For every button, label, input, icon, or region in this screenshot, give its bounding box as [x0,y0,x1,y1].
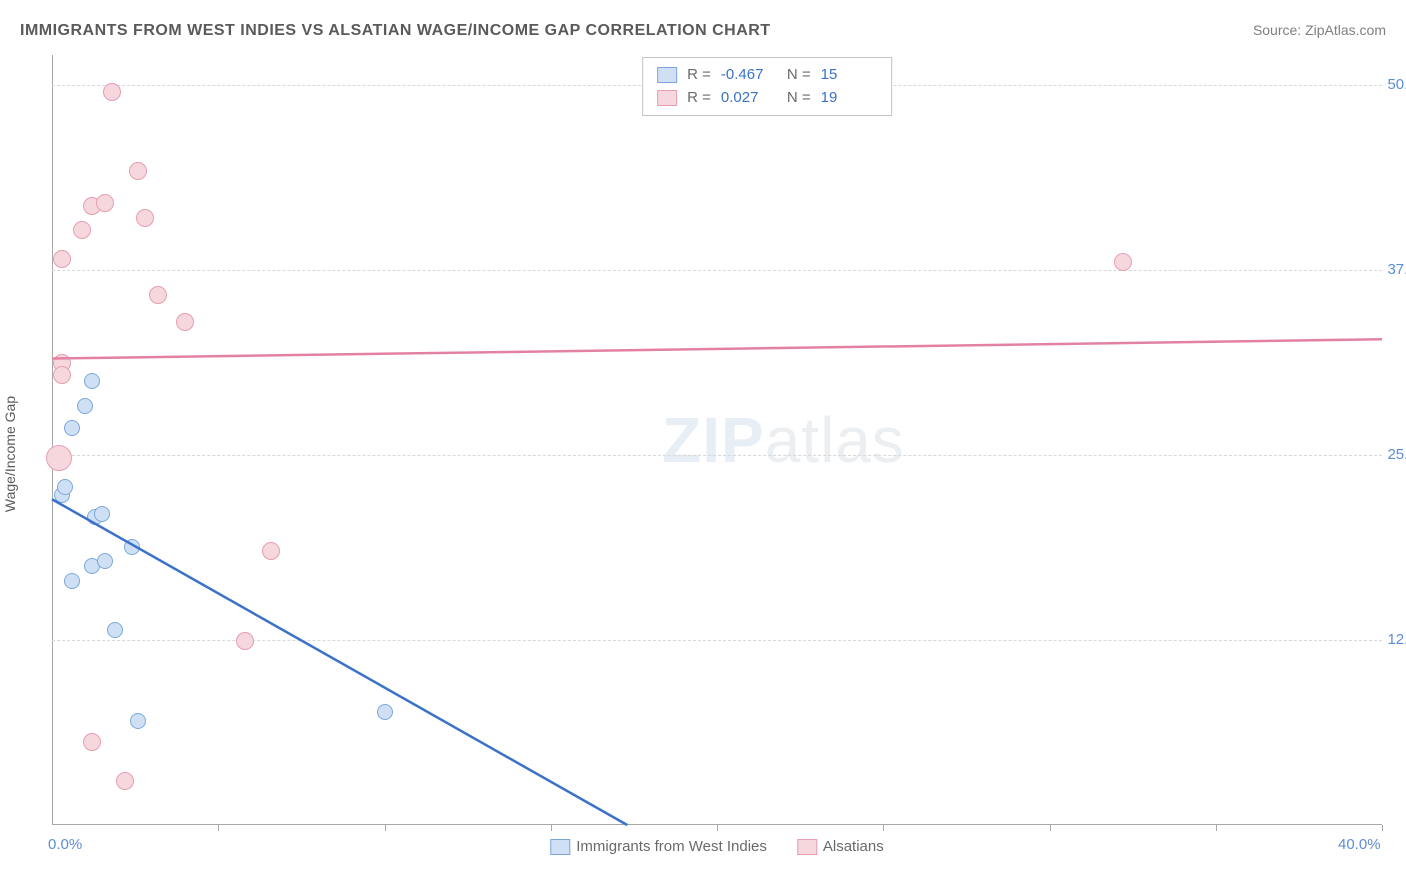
data-point [97,553,113,569]
data-point [1114,253,1132,271]
data-point [176,313,194,331]
legend-label-2: Alsatians [823,838,884,855]
data-point [83,733,101,751]
legend-swatch-series2 [657,90,677,106]
legend-row-series1: R = -0.467 N = 15 [657,64,877,87]
gridline-h [52,270,1382,271]
legend-item-2: Alsatians [797,838,884,855]
data-point [136,209,154,227]
gridline-h [52,455,1382,456]
data-point [53,250,71,268]
legend-N-label: N = [787,64,811,87]
data-point [57,479,73,495]
data-point [103,83,121,101]
data-point [64,573,80,589]
chart-title: IMMIGRANTS FROM WEST INDIES VS ALSATIAN … [20,22,771,40]
legend-swatch-1 [550,839,570,855]
xtick [883,825,884,831]
legend-series: Immigrants from West Indies Alsatians [550,838,883,855]
trend-line [52,339,1382,358]
xtick [1382,825,1383,831]
xtick [1050,825,1051,831]
data-point [73,221,91,239]
legend-swatch-2 [797,839,817,855]
legend-label-1: Immigrants from West Indies [576,838,767,855]
data-point [46,445,72,471]
ytick-label: 50.0% [1387,76,1406,93]
xtick-label: 40.0% [1338,836,1381,853]
legend-N-label: N = [787,87,811,110]
xtick [385,825,386,831]
legend-row-series2: R = 0.027 N = 19 [657,87,877,110]
legend-R-value-2: 0.027 [721,87,777,110]
legend-R-label: R = [687,64,711,87]
data-point [236,632,254,650]
data-point [94,506,110,522]
xtick [551,825,552,831]
source-link[interactable]: ZipAtlas.com [1305,22,1386,38]
chart-plot-area: ZIPatlas R = -0.467 N = 15 R = 0.027 N =… [52,55,1382,825]
watermark: ZIPatlas [662,403,905,477]
data-point [377,704,393,720]
legend-correlation: R = -0.467 N = 15 R = 0.027 N = 19 [642,57,892,116]
data-point [124,539,140,555]
source-label: Source: [1253,22,1305,38]
data-point [96,194,114,212]
legend-N-value-1: 15 [821,64,877,87]
legend-item-1: Immigrants from West Indies [550,838,767,855]
data-point [107,622,123,638]
ytick-label: 25.0% [1387,446,1406,463]
xtick [1216,825,1217,831]
y-axis-label: Wage/Income Gap [2,396,18,512]
data-point [77,398,93,414]
data-point [53,366,71,384]
data-point [116,772,134,790]
data-point [129,162,147,180]
source-attribution: Source: ZipAtlas.com [1253,22,1386,38]
legend-swatch-series1 [657,67,677,83]
legend-N-value-2: 19 [821,87,877,110]
xtick [218,825,219,831]
ytick-label: 12.5% [1387,631,1406,648]
data-point [262,542,280,560]
data-point [149,286,167,304]
watermark-atlas: atlas [765,404,905,476]
data-point [64,420,80,436]
y-axis-line [52,55,53,825]
watermark-zip: ZIP [662,404,765,476]
legend-R-label: R = [687,87,711,110]
data-point [84,373,100,389]
xtick [717,825,718,831]
ytick-label: 37.5% [1387,261,1406,278]
xtick-label: 0.0% [48,836,82,853]
legend-R-value-1: -0.467 [721,64,777,87]
data-point [130,713,146,729]
